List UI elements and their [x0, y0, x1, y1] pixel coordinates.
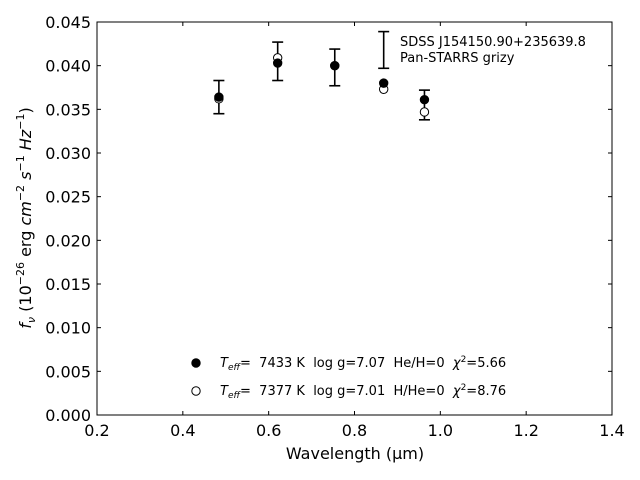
model-point-filled: [419, 95, 430, 105]
y-tick-label: 0.015: [45, 275, 91, 294]
y-tick-label: 0.005: [45, 362, 91, 381]
annotation-survey: Pan-STARRS grizy: [400, 51, 515, 66]
model-point-filled: [378, 78, 389, 88]
legend-marker-open: [191, 386, 201, 396]
error-bars: [213, 30, 430, 121]
model-point-filled: [214, 92, 224, 102]
axis-ticks: 0.2 0.4 0.6 0.8 1.0 1.2 1.4 0.000 0.005 0.010 0.01…: [45, 13, 625, 440]
x-tick-label: 1.2: [513, 421, 538, 440]
y-tick-label: 0.040: [45, 57, 91, 76]
legend-entry-1: Teff= 7433 K log g=7.07 He/H=0 χ2=5.66: [220, 355, 506, 373]
legend: Teff= 7433 K log g=7.07 He/H=0 χ2=5.66 T…: [191, 355, 506, 401]
y-tick-label: 0.035: [45, 100, 91, 119]
y-tick-label: 0.020: [45, 231, 91, 250]
legend-entry-2: Teff= 7377 K log g=7.01 H/He=0 χ2=8.76: [220, 383, 506, 401]
y-axis-title: fν (10−26 erg cm−2 s−1 Hz−1): [14, 107, 38, 328]
annotation-object-name: SDSS J154150.90+235639.8: [400, 35, 586, 50]
x-tick-label: 0.2: [84, 421, 109, 440]
model-point-filled: [330, 60, 340, 71]
data-markers: [214, 53, 430, 117]
x-tick-label: 1.0: [428, 421, 453, 440]
y-tick-label: 0.025: [45, 188, 91, 207]
model-point-open: [419, 107, 430, 117]
y-tick-label: 0.000: [45, 406, 91, 425]
y-tick-label: 0.010: [45, 319, 91, 338]
x-tick-label: 1.4: [599, 421, 624, 440]
x-tick-label: 0.8: [342, 421, 367, 440]
x-tick-label: 0.4: [170, 421, 195, 440]
x-tick-label: 0.6: [256, 421, 281, 440]
model-point-filled: [272, 58, 283, 68]
legend-marker-filled: [191, 358, 201, 368]
y-tick-label: 0.045: [45, 13, 91, 32]
x-axis-title: Wavelength (μm): [286, 444, 424, 463]
y-tick-label: 0.030: [45, 144, 91, 163]
